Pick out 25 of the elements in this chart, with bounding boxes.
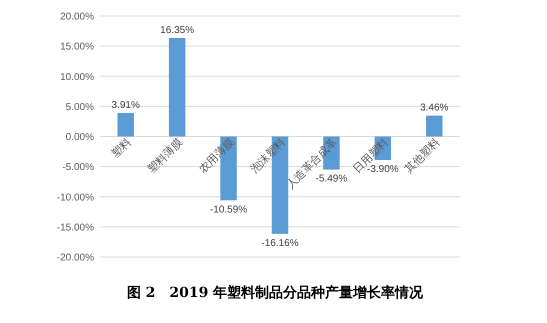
text: 图 2 2019 年塑料制品分品种产量增长率情况 [126,284,424,301]
x-tick-label: 塑料 [109,135,134,160]
x-tick-label: 其他塑料 [402,135,442,176]
y-tick-label: -15.00% [56,222,94,234]
x-tick-label: 泡沫塑料 [248,135,288,176]
data-label: -10.59% [210,204,248,216]
x-tick-label: 塑料薄膜 [144,135,186,176]
bar [168,38,186,136]
bar [426,116,443,136]
y-tick-label: 0.00% [66,132,94,143]
y-tick-label: -20.00% [56,252,94,264]
x-tick-label: 农用薄膜 [196,135,237,176]
y-tick-label: 5.00% [66,102,94,113]
data-label: -5.49% [316,174,348,185]
data-label: -16.16% [261,238,299,249]
y-tick-label: 10.00% [60,72,94,83]
data-label: 3.46% [420,102,449,114]
y-tick-label: 15.00% [60,42,94,53]
bar [117,112,134,136]
y-tick-label: 20.00% [60,12,94,22]
data-label: -3.90% [367,164,399,175]
y-tick-label: -5.00% [62,162,94,174]
y-tick-label: -10.00% [56,192,94,204]
data-label: 16.35% [160,24,194,36]
data-label: 3.91% [112,100,140,111]
